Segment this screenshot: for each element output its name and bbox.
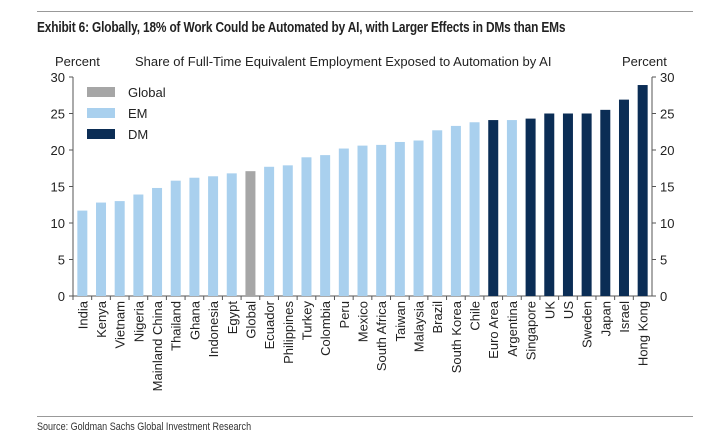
left-tick-label: 30 (51, 70, 65, 85)
legend-swatch-em (87, 108, 115, 118)
bar-global (245, 171, 256, 296)
x-tick-label: Nigeria (131, 300, 146, 342)
bar-south-korea (450, 125, 461, 296)
x-tick-label: South Korea (449, 300, 464, 373)
bar-ghana (189, 177, 200, 296)
bar-egypt (226, 173, 237, 296)
x-tick-label: Global (243, 301, 258, 339)
x-tick-label: UK (542, 301, 557, 319)
right-tick-label: 20 (660, 143, 674, 158)
bar-chile (469, 122, 480, 296)
x-tick-label: Singapore (524, 301, 539, 360)
x-tick-label: Thailand (169, 301, 184, 351)
bar-ecuador (264, 166, 275, 296)
x-tick-label: Indonesia (206, 300, 221, 357)
bar-malaysia (413, 140, 424, 296)
bar-israel (618, 99, 629, 296)
x-tick-label: Chile (468, 301, 483, 331)
bar-vietnam (114, 201, 125, 296)
right-tick-label: 30 (660, 70, 674, 85)
x-tick-label: Argentina (505, 300, 520, 356)
x-tick-label: Peru (337, 301, 352, 328)
legend-label-global: Global (128, 85, 166, 100)
bar-euro-area (488, 120, 499, 296)
bottom-rule (37, 416, 693, 417)
exhibit-title: Exhibit 6: Globally, 18% of Work Could b… (37, 20, 566, 36)
x-tick-label: Israel (617, 301, 632, 333)
top-rule (37, 11, 693, 12)
right-tick-label: 0 (660, 289, 667, 304)
left-axis-label: Percent (55, 54, 100, 69)
x-tick-label: Kenya (94, 300, 109, 338)
left-tick-label: 10 (51, 216, 65, 231)
bar-us (562, 113, 573, 296)
legend-swatch-dm (87, 129, 115, 139)
right-tick-label: 10 (660, 216, 674, 231)
bar-india (77, 210, 88, 296)
bar-peru (338, 148, 349, 296)
right-tick-label: 5 (660, 253, 667, 268)
legend-label-em: EM (128, 106, 148, 121)
x-tick-label: Ghana (187, 300, 202, 340)
left-tick-label: 0 (58, 289, 65, 304)
bar-colombia (320, 155, 331, 296)
bar-taiwan (394, 141, 405, 296)
x-tick-label: Egypt (225, 301, 240, 335)
left-tick-label: 5 (58, 253, 65, 268)
left-tick-label: 25 (51, 107, 65, 122)
legend-swatch-global (87, 87, 115, 97)
x-tick-label: Mainland China (150, 300, 165, 391)
bar-argentina (506, 120, 517, 296)
bar-hong-kong (637, 85, 648, 296)
bar-turkey (301, 157, 312, 296)
x-tick-label: Taiwan (393, 301, 408, 341)
x-tick-label: Colombia (318, 300, 333, 356)
bar-indonesia (208, 176, 219, 296)
right-tick-label: 25 (660, 107, 674, 122)
bar-japan (600, 109, 611, 296)
right-tick-label: 15 (660, 180, 674, 195)
x-tick-label: South Africa (374, 300, 389, 371)
bar-philippines (282, 165, 293, 296)
x-tick-label: Philippines (281, 301, 296, 364)
x-tick-label: Japan (598, 301, 613, 336)
x-tick-label: Malaysia (412, 300, 427, 352)
legend-label-dm: DM (128, 127, 148, 142)
left-tick-label: 15 (51, 180, 65, 195)
bar-brazil (432, 130, 443, 296)
x-tick-label: Turkey (299, 301, 314, 341)
bar-uk (544, 113, 555, 296)
x-tick-label: Euro Area (486, 300, 501, 359)
x-tick-label: Hong Kong (636, 301, 651, 366)
x-tick-label: Vietnam (113, 301, 128, 348)
x-tick-label: Mexico (356, 301, 371, 342)
x-tick-label: India (75, 300, 90, 329)
bar-sweden (581, 113, 592, 296)
chart-subtitle: Share of Full-Time Equivalent Employment… (135, 54, 551, 69)
bar-thailand (170, 180, 181, 296)
x-tick-label: Ecuador (262, 300, 277, 349)
bar-kenya (96, 202, 107, 296)
x-tick-label: Brazil (430, 301, 445, 334)
bar-nigeria (133, 194, 144, 296)
bar-mexico (357, 145, 368, 296)
right-axis-label: Percent (622, 54, 667, 69)
bar-mainland-china (152, 187, 163, 296)
x-tick-label: Sweden (580, 301, 595, 348)
source-note: Source: Goldman Sachs Global Investment … (37, 421, 252, 433)
bar-south-africa (376, 144, 387, 296)
left-tick-label: 20 (51, 143, 65, 158)
x-tick-label: US (561, 301, 576, 319)
bar-singapore (525, 118, 536, 296)
